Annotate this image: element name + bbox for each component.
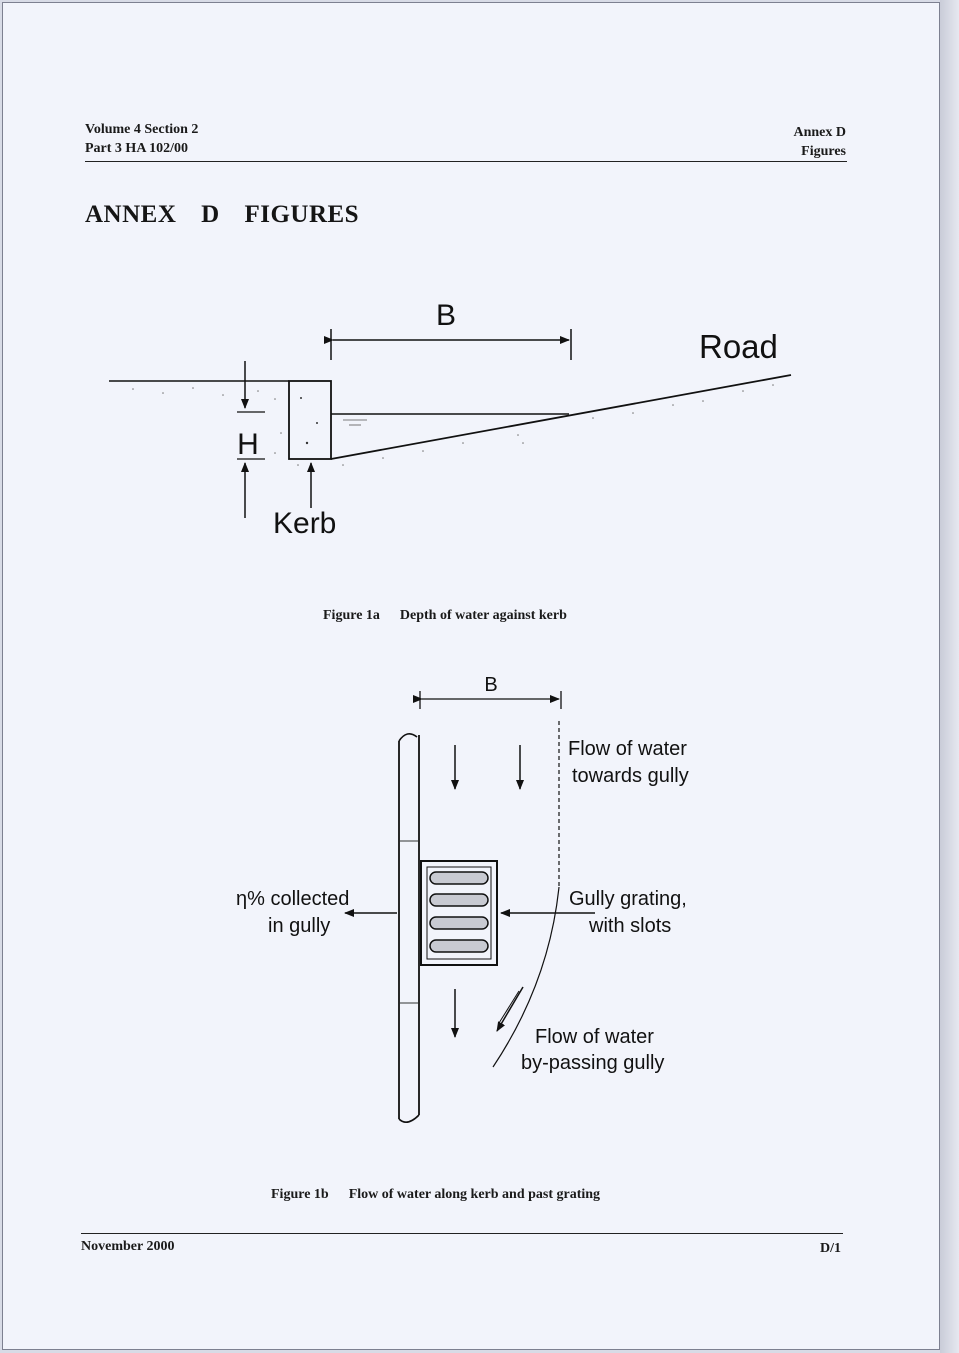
kerb-strip (398, 733, 420, 1123)
figure-1b-caption-text: Flow of water along kerb and past gratin… (348, 1187, 601, 1202)
figure-1b-number: Figure 1b (271, 1187, 329, 1202)
header-part: Part 3 HA 102/00 (85, 141, 189, 156)
label-grating-2: with slots (588, 915, 671, 937)
label-collected-2: in gully (268, 915, 330, 937)
header-right: Annex D Figures (793, 123, 846, 161)
grating-slot (429, 871, 489, 885)
figure-1a-caption: Figure 1a Depth of water against kerb (323, 608, 567, 624)
header-volume: Volume 4 Section 2 (85, 122, 199, 137)
gully-grating (420, 860, 498, 966)
label-bypass-1: Flow of water (535, 1026, 654, 1048)
page-title: ANNEX D FIGURES (85, 201, 360, 228)
figure-diagrams: B Road H Kerb B (109, 299, 792, 1123)
figure-1a: B Road H Kerb (109, 299, 792, 540)
label-road: Road (699, 328, 778, 365)
page-edge-shadow (940, 0, 959, 1353)
label-flow-towards-1: Flow of water (568, 738, 687, 760)
kerb-block (288, 380, 332, 460)
document-page: Volume 4 Section 2 Part 3 HA 102/00 Anne… (2, 2, 940, 1350)
header-annex: Annex D (793, 125, 846, 140)
grating-slot (429, 939, 489, 953)
label-collected-1: η% collected (236, 888, 349, 910)
grating-slot (429, 916, 489, 930)
label-flow-towards-2: towards gully (572, 765, 689, 787)
footer-rule (81, 1233, 843, 1234)
label-h: H (237, 428, 259, 461)
footer-page-number: D/1 (820, 1241, 841, 1256)
ground-texture (132, 384, 774, 466)
grating-slot (429, 893, 489, 907)
footer-date: November 2000 (81, 1239, 175, 1254)
figure-1b-caption: Figure 1b Flow of water along kerb and pa… (271, 1187, 600, 1203)
figure-1a-number: Figure 1a (323, 608, 380, 623)
header-section-name: Figures (801, 144, 846, 159)
label-kerb: Kerb (273, 507, 336, 540)
label-bypass-2: by-passing gully (521, 1052, 664, 1074)
figure-1a-caption-text: Depth of water against kerb (399, 608, 567, 623)
label-grating-1: Gully grating, (569, 888, 687, 910)
figure-1b: B (236, 674, 689, 1123)
road-surface (330, 374, 792, 460)
header-rule (85, 161, 847, 162)
bypass-flow-edge (492, 886, 560, 1068)
label-b-1b: B (484, 674, 497, 696)
header-left: Volume 4 Section 2 Part 3 HA 102/00 (85, 120, 198, 158)
label-b: B (436, 299, 456, 332)
